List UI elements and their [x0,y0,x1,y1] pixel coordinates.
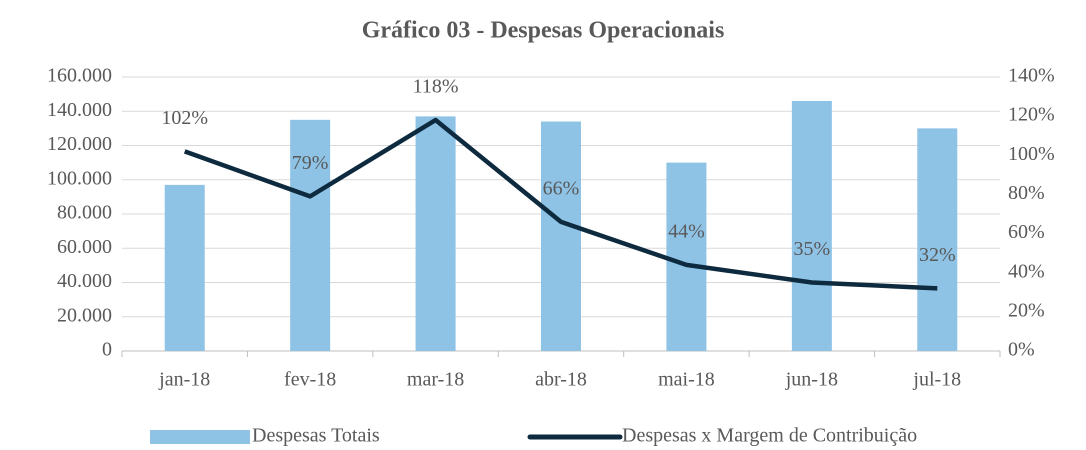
y2-tick-label: 0% [1008,339,1035,361]
x-tick-label: abr-18 [535,369,587,391]
data-label: 35% [794,238,831,260]
bar [917,128,958,351]
y-tick-label: 120.000 [47,133,112,155]
y2-tick-label: 120% [1008,104,1055,126]
data-label: 66% [543,177,580,199]
y-tick-label: 140.000 [47,99,112,121]
y2-tick-label: 60% [1008,221,1045,243]
bar [415,116,456,351]
bar [164,184,205,351]
y2-tick-label: 140% [1008,65,1055,87]
y-tick-label: 0 [102,339,112,361]
y-tick-label: 20.000 [57,304,112,326]
bar [541,121,581,352]
legend-label: Despesas Totais [252,425,380,447]
x-tick-label: fev-18 [284,369,336,391]
x-tick-label: mar-18 [407,369,464,391]
y2-tick-label: 20% [1008,299,1045,321]
bar [290,119,331,351]
y2-tick-label: 40% [1008,260,1045,282]
x-tick-label: jan-18 [158,369,210,391]
y-tick-label: 60.000 [57,236,112,258]
x-tick-label: jul-18 [912,369,961,391]
chart-title: Gráfico 03 - Despesas Operacionais [362,18,725,44]
x-tick-label: mai-18 [658,369,715,391]
legend-swatch [150,430,250,444]
data-label: 79% [292,152,329,174]
bar [791,100,832,351]
x-tick-label: jun-18 [785,369,838,391]
legend-label: Despesas x Margem de Contribuição [622,425,917,447]
data-label: 44% [668,220,705,242]
y-tick-label: 160.000 [47,65,112,87]
y2-tick-label: 100% [1008,143,1055,165]
data-label: 32% [919,244,956,266]
y-tick-label: 40.000 [57,270,112,292]
data-label: 118% [413,76,459,98]
data-label: 102% [161,107,208,129]
y2-tick-label: 80% [1008,182,1045,204]
line [183,117,938,291]
y-tick-label: 80.000 [57,202,112,224]
y-tick-label: 100.000 [47,167,112,189]
bar [666,162,707,351]
